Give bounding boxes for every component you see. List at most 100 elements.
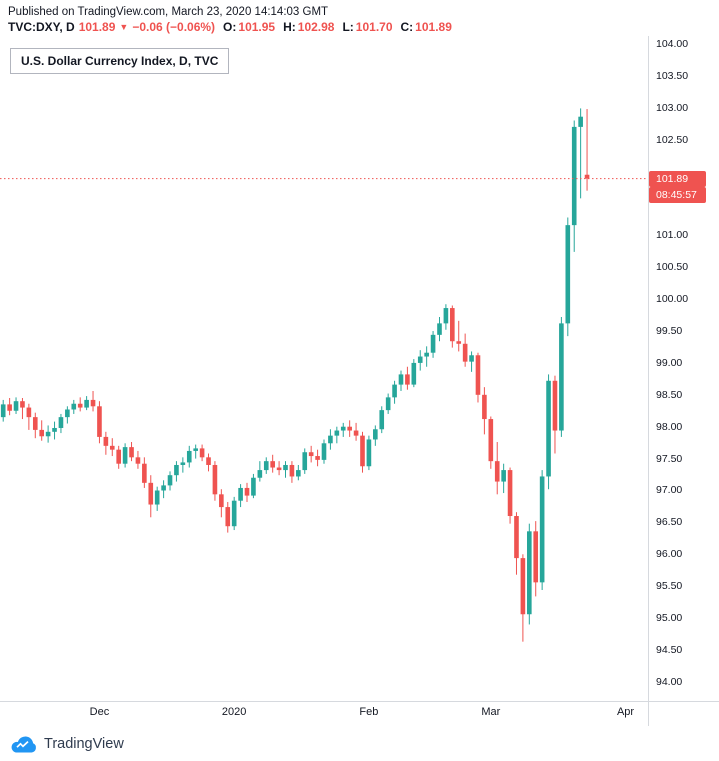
candle	[26, 403, 32, 430]
candle	[411, 359, 417, 388]
candle	[565, 217, 571, 337]
candle	[90, 390, 96, 412]
price-tick-label: 98.50	[656, 388, 683, 401]
candle	[148, 475, 154, 518]
candle	[199, 444, 205, 462]
candle	[514, 512, 519, 575]
high-value: 102.98	[297, 20, 335, 34]
candle	[443, 304, 449, 330]
candle	[334, 426, 340, 444]
time-tick-label: Mar	[481, 706, 501, 718]
candle	[219, 489, 224, 518]
price-tick-label: 100.00	[656, 293, 689, 306]
candle	[469, 351, 474, 372]
candle	[360, 431, 365, 473]
candle	[501, 463, 506, 494]
candle	[276, 461, 282, 476]
candle	[526, 523, 532, 625]
tradingview-brand-link[interactable]: TradingView	[9, 734, 124, 754]
candle	[103, 431, 109, 455]
price-tick-label: 104.00	[656, 37, 689, 50]
candle	[482, 387, 487, 435]
price-tick-label: 99.50	[656, 325, 683, 338]
candle	[0, 399, 6, 422]
time-tick-label: 2020	[221, 706, 247, 718]
candle	[296, 464, 301, 481]
countdown-badge: 08:45:57	[649, 186, 706, 203]
candle	[340, 422, 346, 437]
candle	[52, 421, 57, 440]
change-value: −0.06 (−0.06%)	[132, 20, 216, 34]
open-label: O:	[223, 20, 237, 34]
chart-legend[interactable]: U.S. Dollar Currency Index, D, TVC	[10, 48, 230, 74]
candle	[315, 449, 320, 467]
candle	[289, 461, 295, 483]
candle	[366, 435, 372, 471]
last-price-badge: 101.89	[649, 170, 706, 187]
tradingview-cloud-logo-icon	[11, 735, 36, 753]
price-tick-label: 96.50	[656, 516, 683, 529]
price-tick-label: 97.00	[656, 484, 683, 497]
candle	[424, 346, 429, 367]
price-tick-label: 101.00	[656, 229, 689, 242]
candle	[533, 521, 539, 597]
candle	[437, 316, 442, 342]
price-tick-label: 97.50	[656, 452, 683, 465]
down-arrow-icon: ▼	[119, 22, 129, 32]
price-tick-label: 94.50	[656, 643, 683, 656]
candle	[578, 108, 583, 199]
last-price-value: 101.89	[78, 20, 116, 34]
candle	[154, 486, 160, 511]
price-tick-label: 103.50	[656, 69, 689, 82]
candle	[308, 445, 314, 463]
candle	[71, 399, 77, 414]
candle	[559, 316, 564, 437]
candle	[135, 450, 141, 469]
tradingview-brand-text: TradingView	[44, 735, 124, 752]
close-label: C:	[400, 20, 414, 34]
ohlc-open: O: 101.95	[223, 20, 275, 35]
candle	[475, 352, 481, 403]
candle	[109, 438, 115, 457]
candle	[206, 453, 211, 472]
candle	[546, 374, 551, 490]
candle	[167, 471, 173, 491]
time-axis[interactable]: Dec 2020 Feb Mar Apr	[0, 702, 648, 726]
symbol-label: TVC:DXY, D	[8, 20, 75, 34]
chart-pane[interactable]: U.S. Dollar Currency Index, D, TVC	[0, 36, 648, 701]
candle	[321, 439, 327, 464]
price-axis[interactable]: 101.89 08:45:57 94.00 94.50 95.00 95.50 96.0…	[648, 36, 719, 726]
candle	[263, 457, 269, 474]
candle	[97, 401, 102, 444]
candle	[45, 425, 51, 443]
ohlc-low: L: 101.70	[342, 20, 392, 35]
open-value: 101.95	[238, 20, 276, 34]
candlestick-chart[interactable]	[0, 36, 648, 701]
low-value: 101.70	[355, 20, 393, 34]
candle	[212, 461, 218, 501]
candle	[353, 422, 359, 441]
candle	[129, 442, 134, 462]
candle	[450, 305, 455, 348]
candle	[13, 397, 19, 414]
candle	[507, 467, 513, 524]
price-tick-label: 95.00	[656, 612, 683, 625]
price-tick-label: 102.50	[656, 133, 689, 146]
candle	[456, 320, 462, 352]
candle	[462, 333, 468, 367]
candle	[302, 448, 308, 474]
footer: TradingView	[0, 726, 719, 761]
symbol-status-line: TVC:DXY, D 101.89 ▼ −0.06 (−0.06%) O: 10…	[8, 20, 711, 36]
candle	[405, 366, 410, 390]
candle	[244, 482, 250, 502]
candle	[347, 420, 352, 437]
header: Published on TradingView.com, March 23, …	[0, 0, 719, 36]
candle	[398, 370, 404, 391]
candle	[373, 425, 378, 446]
candle	[251, 473, 256, 499]
candle	[539, 470, 545, 591]
candle	[430, 331, 436, 358]
ohlc-close: C: 101.89	[401, 20, 452, 35]
candle	[77, 397, 83, 412]
price-tick-label: 103.00	[656, 101, 689, 114]
